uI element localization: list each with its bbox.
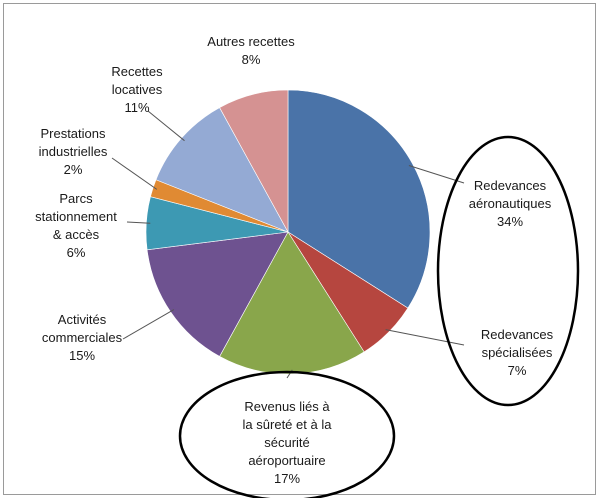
oval-redevances	[436, 135, 580, 407]
leader-prestations-industrielles	[111, 157, 158, 190]
label-redevances-aeronautiques: Redevances aéronautiques 34%	[469, 178, 552, 229]
slice-labels: Redevances aéronautiques 34% Redevances spéc…	[35, 34, 553, 486]
chart-border	[3, 3, 596, 495]
label-autres-recettes: Autres recettes 8%	[207, 34, 295, 67]
label-parcs-stationnement-acces: Parcs stationnement & accès 6%	[35, 191, 117, 260]
label-activites-commerciales: Activités commerciales 15%	[42, 312, 123, 363]
label-recettes-locatives: Recettes locatives 11%	[111, 64, 163, 115]
slice-revenus-lies-a-la-surete-et-a-la-securite-aeroportuaire	[219, 231, 365, 375]
leader-redevances-aeronautiques	[408, 165, 465, 184]
oval-surete-securite	[178, 370, 396, 498]
leader-lines	[111, 110, 465, 379]
leader-redevances-specialisees	[385, 329, 465, 346]
label-prestations-industrielles: Prestations industrielles 2%	[39, 126, 108, 177]
leader-recettes-locatives	[147, 110, 185, 142]
slice-autres-recettes	[219, 89, 289, 233]
highlight-ovals	[178, 135, 580, 498]
label-redevances-specialisees: Redevances spécialisées 7%	[481, 327, 554, 378]
leader-parcs-stationnement-acces	[126, 221, 151, 224]
slice-redevances-aeronautiques	[287, 89, 431, 309]
label-revenus-lies-a-la-surete-et-a-la-securite-aeroportuaire: Revenus liés à la sûreté et à la sécurité a…	[243, 399, 333, 486]
leader-activites-commerciales	[122, 309, 175, 340]
pie-slices	[145, 89, 431, 375]
